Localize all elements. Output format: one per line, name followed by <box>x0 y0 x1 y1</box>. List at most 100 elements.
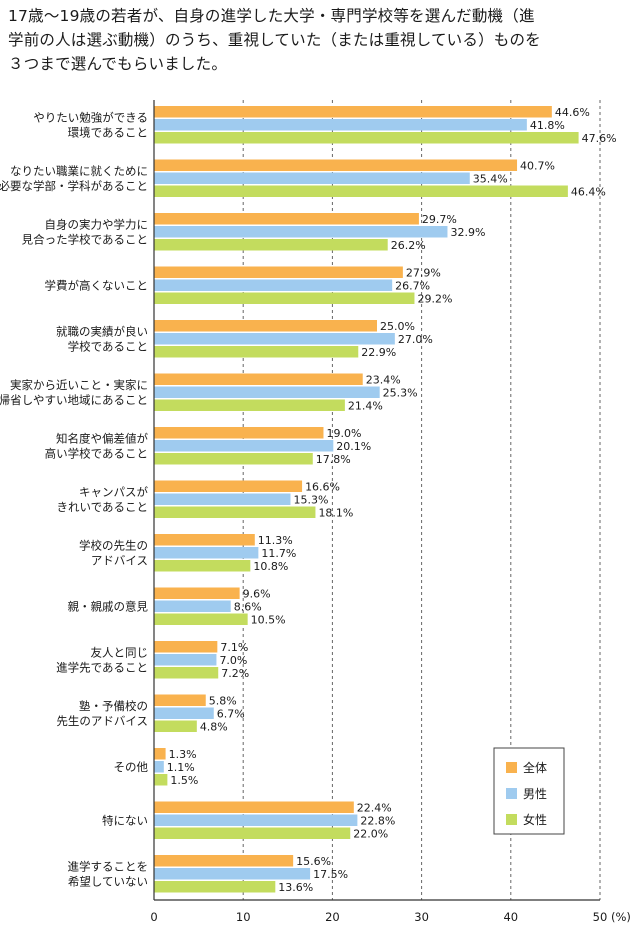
category-label: 実家から近いこと・実家に <box>10 378 148 392</box>
value-label: 25.0% <box>380 320 415 333</box>
category-label: 高い学校であること <box>45 446 148 460</box>
x-tick-label: 30 <box>414 910 429 924</box>
bar-male <box>154 226 448 238</box>
value-label: 29.2% <box>417 293 452 306</box>
bar-female <box>154 613 248 625</box>
category-label: 就職の実績が良い <box>56 324 148 338</box>
category-label: 友人と同じ <box>91 645 149 659</box>
category-label: 先生のアドバイス <box>56 714 148 728</box>
category-label: 見合った学校であること <box>22 232 148 246</box>
value-label: 10.8% <box>253 560 288 573</box>
bar-total <box>154 641 218 653</box>
bar-total <box>154 587 240 599</box>
bar-male <box>154 386 380 398</box>
value-label: 17.5% <box>313 868 348 881</box>
title-line-1: 17歳〜19歳の若者が、自身の進学した大学・専門学校等を選んだ動機（進 <box>8 7 535 25</box>
value-label: 27.9% <box>406 267 441 280</box>
bar-female <box>154 292 415 304</box>
bar-male <box>154 493 291 505</box>
legend <box>493 747 565 835</box>
category-label: 希望していない <box>68 874 148 888</box>
bar-male <box>154 279 393 291</box>
value-label: 1.5% <box>170 774 198 787</box>
value-label: 22.8% <box>360 815 395 828</box>
x-tick-label: 0 <box>150 910 157 924</box>
value-label: 25.3% <box>383 387 418 400</box>
bar-total <box>154 427 324 439</box>
value-label: 1.3% <box>169 748 197 761</box>
value-label: 7.0% <box>219 654 247 667</box>
bar-total <box>154 801 354 813</box>
x-tick-label: 10 <box>236 910 251 924</box>
value-label: 27.0% <box>398 333 433 346</box>
bar-total <box>154 855 294 867</box>
value-label: 15.6% <box>296 855 331 868</box>
bar-female <box>154 132 579 144</box>
bar-total <box>154 320 377 332</box>
bar-male <box>154 654 217 666</box>
category-label: 環境であること <box>68 125 148 139</box>
category-label: 進学することを <box>68 859 149 873</box>
value-label: 4.8% <box>200 721 228 734</box>
value-label: 23.4% <box>366 374 401 387</box>
category-label: 知名度や偏差値が <box>56 431 148 445</box>
legend-label: 全体 <box>523 760 547 775</box>
bar-male <box>154 600 231 612</box>
bar-total <box>154 106 552 118</box>
bar-total <box>154 213 419 225</box>
bar-total <box>154 266 403 278</box>
value-label: 22.0% <box>353 828 388 841</box>
value-label: 9.6% <box>243 588 271 601</box>
bar-total <box>154 480 303 492</box>
category-label: 特にない <box>102 813 148 827</box>
bar-male <box>154 440 334 452</box>
value-label: 47.6% <box>582 132 617 145</box>
title-line-2: 学前の人は選ぶ動機）のうち、重視していた（または重視している）ものを <box>8 31 541 49</box>
bar-male <box>154 333 395 345</box>
category-label: 必要な学部・学科があること <box>0 179 148 193</box>
bar-female <box>154 560 251 572</box>
value-label: 22.9% <box>361 346 396 359</box>
bar-female <box>154 399 345 411</box>
value-label: 44.6% <box>555 106 590 119</box>
x-tick-label: 50 <box>593 910 608 924</box>
category-label: 塾・予備校の <box>79 699 148 713</box>
value-label: 46.4% <box>571 186 606 199</box>
category-label: キャンパスが <box>79 485 148 499</box>
legend-swatch <box>506 762 517 773</box>
value-label: 18.1% <box>318 507 353 520</box>
bar-female <box>154 667 219 679</box>
value-label: 16.6% <box>305 481 340 494</box>
value-label: 20.1% <box>336 440 371 453</box>
value-label: 6.7% <box>217 708 245 721</box>
category-label: 進学先であること <box>56 660 148 674</box>
x-tick-label: 40 <box>503 910 518 924</box>
bar-male <box>154 814 358 826</box>
category-label: その他 <box>114 760 149 774</box>
x-axis-unit: (%) <box>611 910 631 924</box>
bar-male <box>154 547 259 559</box>
value-label: 32.9% <box>450 226 485 239</box>
value-label: 5.8% <box>209 695 237 708</box>
bar-female <box>154 720 197 732</box>
category-label: なりたい職業に就くために <box>10 164 148 178</box>
value-label: 10.5% <box>251 614 286 627</box>
legend-swatch <box>506 814 517 825</box>
bar-total <box>154 159 518 171</box>
value-label: 22.4% <box>357 802 392 815</box>
bar-female <box>154 506 316 518</box>
value-label: 7.2% <box>221 667 249 680</box>
bar-female <box>154 827 351 839</box>
bar-female <box>154 346 359 358</box>
category-label: きれいであること <box>56 500 148 514</box>
value-label: 11.3% <box>258 534 293 547</box>
value-label: 35.4% <box>473 173 508 186</box>
category-label: やりたい勉強ができる <box>33 110 148 124</box>
value-label: 13.6% <box>278 881 313 894</box>
category-label: 帰省しやすい地域にあること <box>0 393 148 407</box>
legend-swatch <box>506 788 517 799</box>
value-label: 7.1% <box>220 641 248 654</box>
legend-label: 男性 <box>523 787 547 801</box>
bar-female <box>154 453 313 465</box>
chart-title: 17歳〜19歳の若者が、自身の進学した大学・専門学校等を選んだ動機（進 学前の人… <box>8 4 626 76</box>
